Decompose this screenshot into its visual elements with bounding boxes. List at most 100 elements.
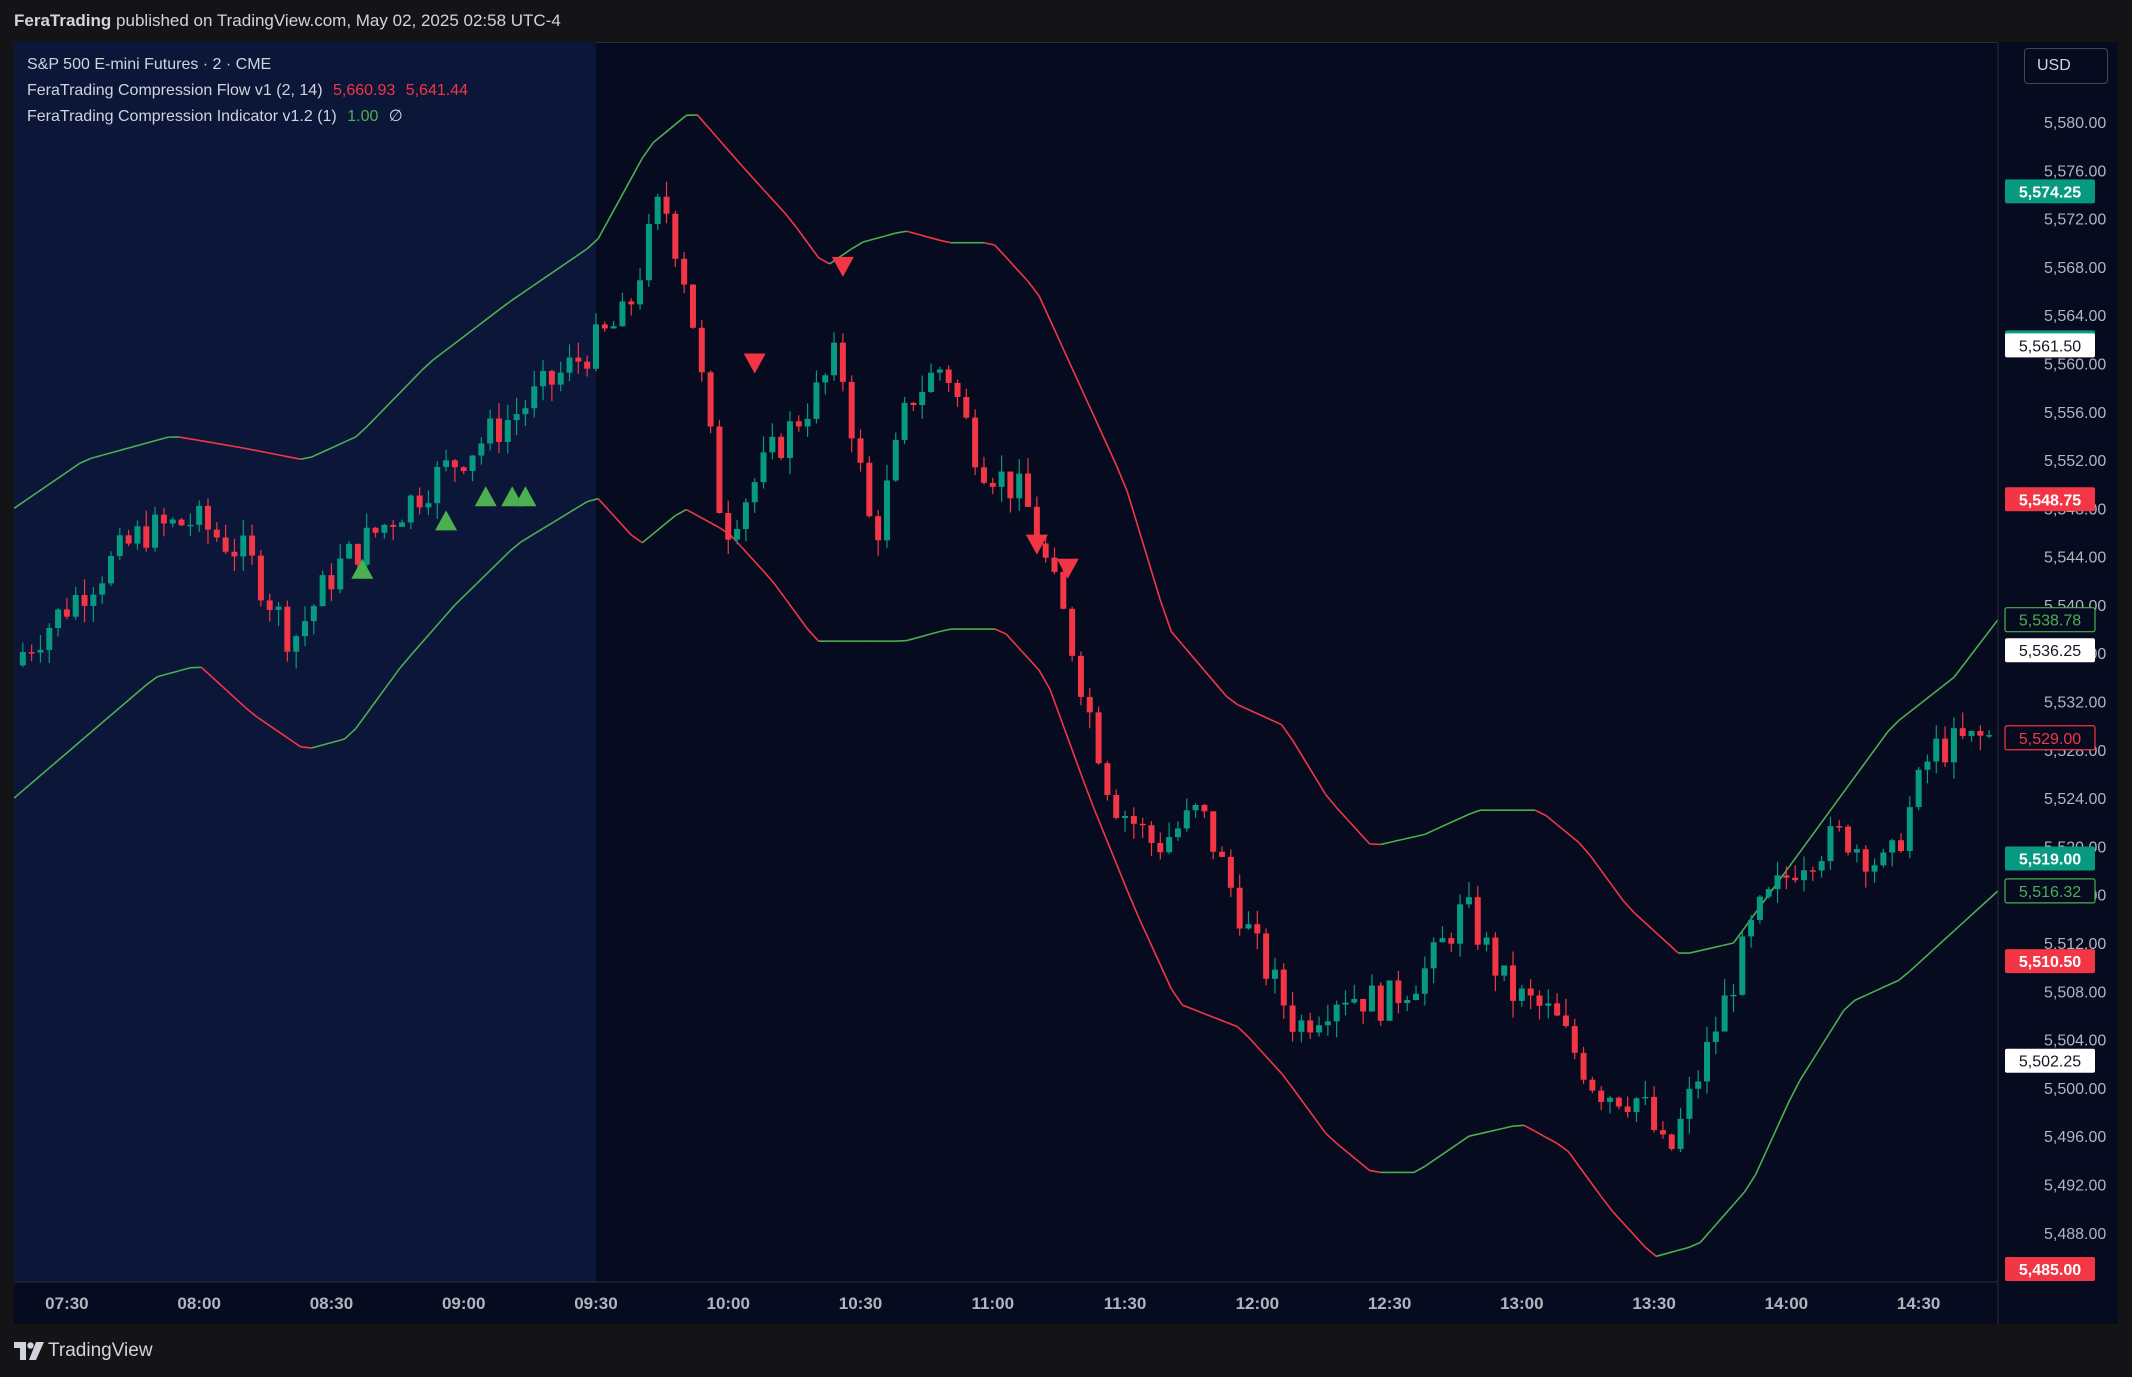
buy-signal-triangle[interactable] [514,486,537,507]
upper-band-segment [157,436,169,441]
candle-up [619,301,626,327]
lower-band-segment [432,616,445,631]
upper-band-segment [851,241,864,250]
lower-band-segment [388,667,401,684]
candle-down [416,495,423,508]
candle-down [584,361,591,369]
candle-up [540,370,547,387]
upper-band-segment [1622,900,1635,914]
candle-down [204,505,211,530]
upper-band-segment [90,454,103,460]
price-chart[interactable]: 5,488.00 5,492.00 5,496.00 5,500.00 5,504.00… [14,42,2118,1324]
lower-band-segment [1942,930,1955,942]
lower-band-segment [708,520,720,529]
premarket-shading [14,42,596,1282]
lower-band-segment [795,613,809,630]
legend-indicator-flow[interactable]: FeraTrading Compression Flow v1 (2, 14) … [27,78,474,104]
legend-indicator-compression[interactable]: FeraTrading Compression Indicator v1.2 (… [27,104,474,130]
upper-band-segment [1413,833,1426,838]
upper-band-segment [1027,280,1040,297]
candle-up [645,223,652,281]
candle-down [857,438,864,463]
candle-up [1413,993,1420,1000]
x-tick-label: 09:30 [574,1294,617,1313]
candle-up [275,606,282,610]
upper-band-segment [1248,708,1260,716]
upper-band-segment [355,426,368,438]
upper-band-segment [1038,295,1051,321]
upper-band-segment [553,263,566,273]
lower-band-segment [1313,1117,1327,1134]
lower-band-segment [939,628,952,633]
price-label-badge [2004,725,2096,751]
x-tick-label: 07:30 [45,1294,88,1313]
candle-up [434,466,441,504]
upper-band-segment [1380,841,1392,846]
footer-brand[interactable]: TradingView [48,1340,153,1361]
buy-signal-triangle[interactable] [435,510,458,531]
lower-band-segment [1545,1136,1558,1145]
lower-band-segment [553,514,566,523]
upper-band-segment [1457,813,1470,820]
candle-up [1986,735,1993,737]
lower-band-segment [1887,979,1900,986]
lower-band-segment [994,628,1007,635]
lower-band-segment [762,570,776,585]
candle-up [1483,937,1490,945]
currency-button[interactable]: USD [2024,48,2108,84]
upper-band-segment [740,164,754,179]
lower-band-segment [1027,657,1040,671]
y-tick-label: 5,524.00 [2044,791,2106,808]
upper-band-segment [1446,818,1459,826]
upper-band-segment [1137,527,1151,565]
candle-up [883,480,890,541]
price-label-text: 5,548.75 [2019,492,2081,509]
publisher-header: FeraTrading published on TradingView.com… [0,0,2132,42]
candle-down [954,382,961,398]
upper-band-segment [983,241,996,246]
y-tick-label: 5,552.00 [2044,453,2106,470]
sell-signal-triangle[interactable] [1056,558,1079,579]
buy-signal-triangle[interactable] [351,558,374,579]
lower-band-segment [1446,1143,1459,1152]
candle-up [1316,1025,1323,1033]
upper-band-segment [1148,563,1162,601]
candle-up [1122,815,1129,818]
buy-signal-triangle[interactable] [474,486,497,507]
upper-band-segment [410,369,423,383]
lower-band-segment [1479,1130,1492,1135]
upper-band-segment [377,403,390,417]
time-axis[interactable] [14,1282,1998,1324]
sell-signal-triangle[interactable] [743,353,766,374]
candle-up [293,636,300,652]
sell-signal-triangle[interactable] [1025,534,1048,555]
price-axis[interactable] [1998,42,2118,1324]
lower-band-segment [1534,1130,1547,1139]
candle-up [1756,896,1763,920]
upper-band-segment [1556,824,1569,835]
candle-up [1016,473,1023,499]
lower-band-segment [1600,1196,1613,1212]
lower-band-segment [465,582,478,595]
symbol-title: S&P 500 E-mini Futures · 2 · CME [27,56,272,73]
lower-band-segment [1049,689,1062,720]
upper-band-segment [1909,702,1922,713]
price-label-badge [2005,487,2095,512]
upper-band-segment [46,477,59,487]
upper-band-segment [939,239,952,244]
upper-band-segment [1424,828,1437,836]
candle-up [769,436,776,453]
candle-up [522,408,529,415]
upper-band-segment [24,492,37,502]
lower-band-segment [1005,633,1018,647]
upper-band-segment [1953,662,1966,678]
lower-band-segment [1578,1165,1591,1182]
candle-up [831,342,838,376]
lower-band-segment [1667,1249,1679,1255]
lower-band-segment [1424,1158,1437,1168]
legend-symbol[interactable]: S&P 500 E-mini Futures · 2 · CME [27,52,474,78]
candle-up [1465,897,1472,905]
upper-band-segment [1964,648,1977,664]
sell-signal-triangle[interactable] [831,256,854,277]
upper-band-segment [1655,932,1668,944]
